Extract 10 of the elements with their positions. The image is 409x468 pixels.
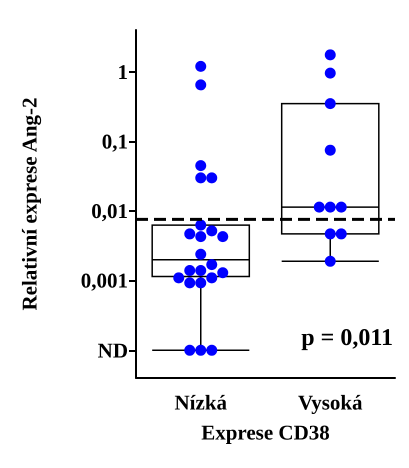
y-tick-label: 0,001 (80, 268, 128, 293)
x-tick-label: Nízká (174, 390, 228, 414)
y-axis-title: Relativní exprese Ang-2 (18, 97, 42, 311)
x-axis-title: Exprese CD38 (201, 420, 330, 444)
y-tick-label: 0,1 (102, 130, 128, 154)
y-tick-label: 1 (118, 60, 128, 84)
y-tick-label: 0,01 (91, 199, 128, 224)
x-tick-label: Vysoká (298, 390, 364, 414)
annotation: p = 0,011 (301, 325, 394, 351)
y-tick-label: ND (98, 338, 128, 362)
